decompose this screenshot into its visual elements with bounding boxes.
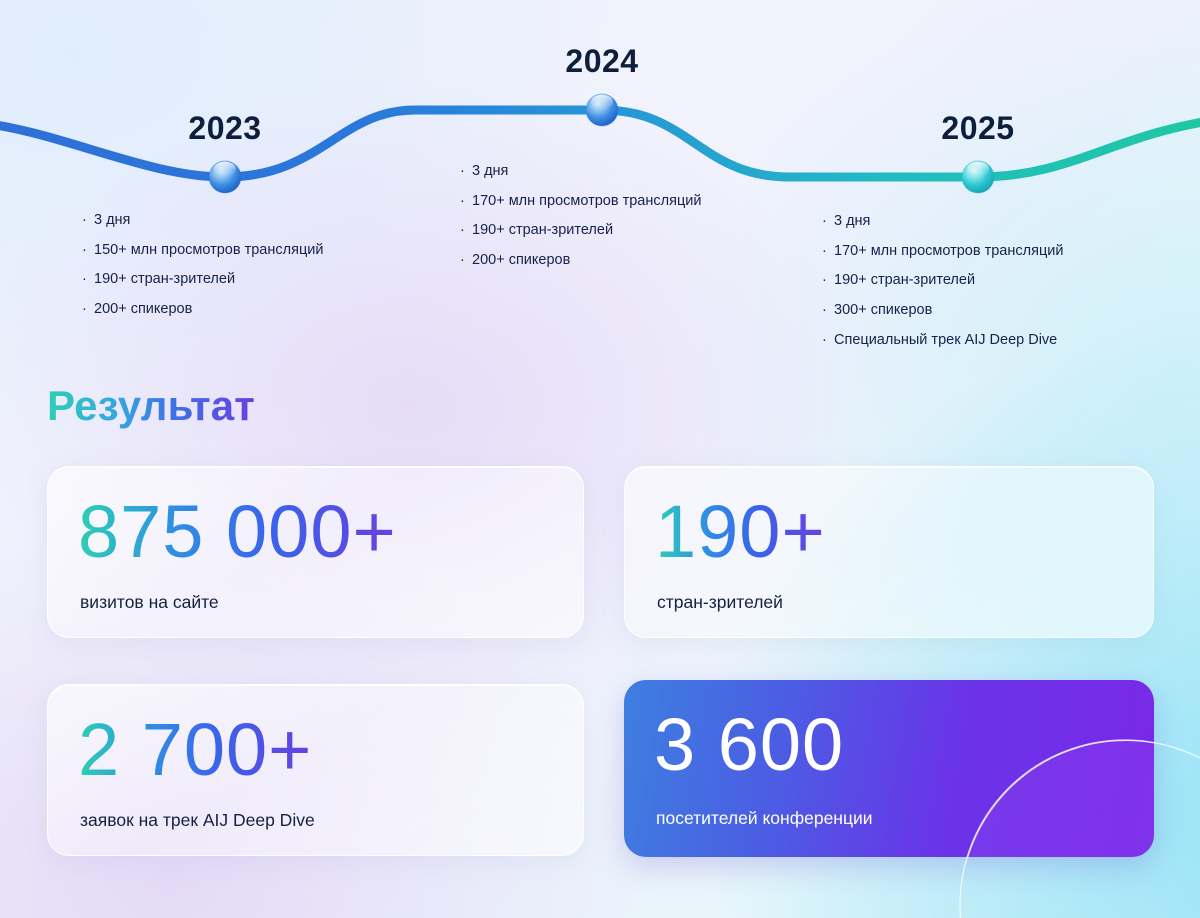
stat-value: 190+ <box>655 490 826 573</box>
stat-caption: заявок на трек AIJ Deep Dive <box>80 810 315 830</box>
list-item: · 300+ спикеров <box>822 302 933 319</box>
milestone-bullets-2025: · 3 дня · 170+ млн просмотров трансляций… <box>822 213 1063 361</box>
timeline-node-2025 <box>961 160 995 194</box>
bullet-marker-icon: · <box>82 212 87 228</box>
page-title: Результат <box>47 382 256 429</box>
year-label-2023: 2023 <box>188 110 262 146</box>
bullet-marker-icon: · <box>460 222 465 239</box>
list-item: · 190+ стран-зрителей <box>822 272 976 289</box>
year-label-2024: 2024 <box>565 43 639 79</box>
stat-value: 3 600 <box>654 703 845 786</box>
bullet-marker-icon: · <box>460 192 465 209</box>
stat-value: 2 700+ <box>78 708 313 791</box>
timeline-node-2024 <box>585 93 619 127</box>
bullet-marker-icon: · <box>822 242 827 259</box>
list-item: · 3 дня <box>460 163 509 179</box>
bullet-marker-icon: · <box>822 331 827 348</box>
list-item: · 170+ млн просмотров трансляций <box>460 192 702 209</box>
stat-value: 875 000+ <box>78 490 397 573</box>
milestone-bullets-2023: · 3 дня · 150+ млн просмотров трансляций… <box>82 212 323 331</box>
list-item: · 3 дня <box>82 212 131 228</box>
milestone-bullets-2024: · 3 дня · 170+ млн просмотров трансляций… <box>460 163 701 282</box>
stat-card-site-visits: 875 000+ визитов на сайте <box>47 466 584 638</box>
bullet-marker-icon: · <box>460 252 465 269</box>
timeline-node-2023 <box>208 160 242 194</box>
stat-caption: визитов на сайте <box>80 592 219 612</box>
bullet-marker-icon: · <box>82 301 87 318</box>
bullet-marker-icon: · <box>82 271 87 288</box>
stat-caption: посетителей конференции <box>656 808 873 828</box>
list-item: · 190+ стран-зрителей <box>82 271 236 288</box>
bullet-marker-icon: · <box>822 213 827 229</box>
stat-caption: стран-зрителей <box>657 592 783 612</box>
bullet-marker-icon: · <box>822 272 827 289</box>
bullet-marker-icon: · <box>82 241 87 258</box>
decorative-circle <box>960 740 1154 857</box>
year-label-2025: 2025 <box>941 110 1015 146</box>
bullet-marker-icon: · <box>822 302 827 319</box>
list-item: · 190+ стран-зрителей <box>460 222 614 239</box>
list-item: · 200+ спикеров <box>460 252 571 269</box>
list-item: · Специальный трек AIJ Deep Dive <box>822 331 1058 348</box>
stat-card-conference-attendees: 3 600 посетителей конференции <box>624 680 1154 857</box>
stat-card-deep-dive-applications: 2 700+ заявок на трек AIJ Deep Dive <box>47 684 584 856</box>
timeline-wave <box>0 93 1200 194</box>
list-item: · 150+ млн просмотров трансляций <box>82 241 324 258</box>
list-item: · 3 дня <box>822 213 871 229</box>
stat-card-viewer-countries: 190+ стран-зрителей <box>624 466 1154 638</box>
bullet-marker-icon: · <box>460 163 465 179</box>
list-item: · 170+ млн просмотров трансляций <box>822 242 1064 259</box>
list-item: · 200+ спикеров <box>82 301 193 318</box>
